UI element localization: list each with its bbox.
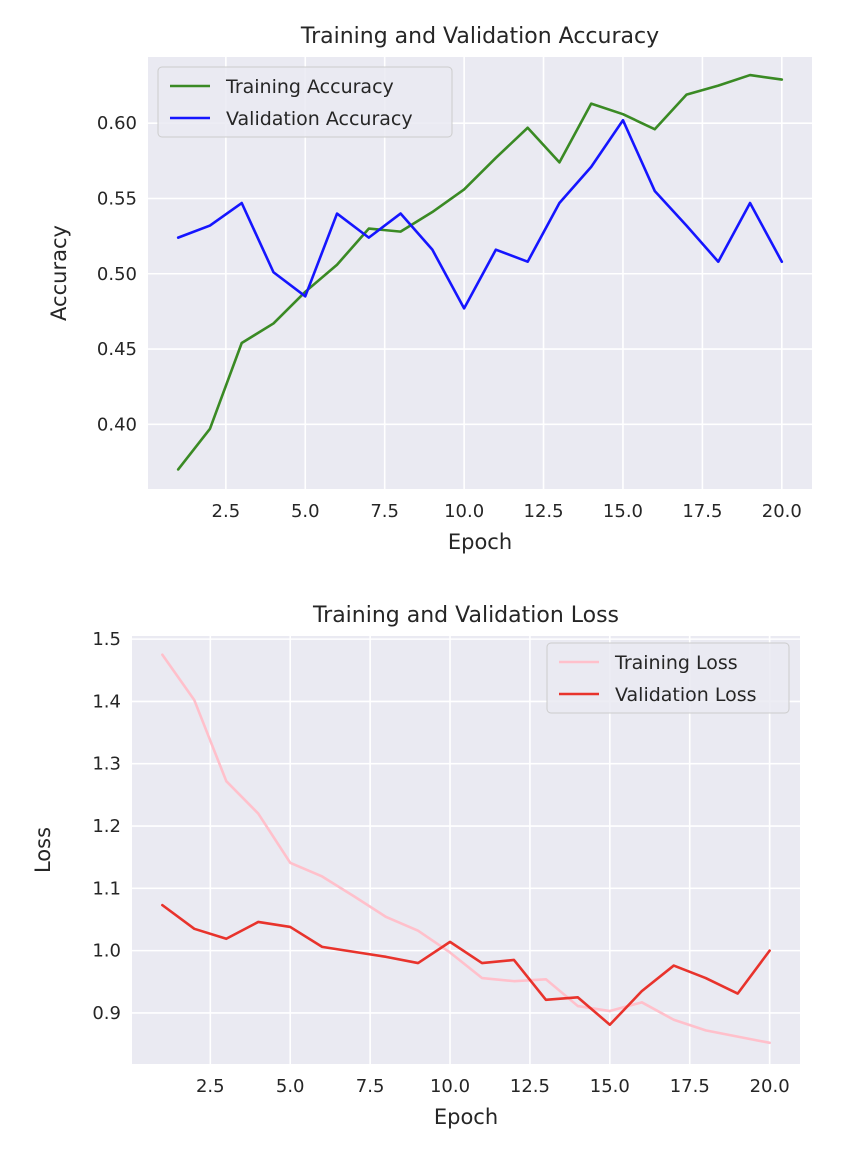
acc-legend-label: Validation Accuracy [226,108,413,130]
loss-legend-label: Validation Loss [615,684,757,706]
loss-x-tick-label: 5.0 [276,1076,305,1097]
loss-x-tick-label: 15.0 [590,1076,630,1097]
acc-y-axis-label: Accuracy [47,225,71,321]
loss-y-tick-label: 1.5 [92,629,121,650]
loss-x-tick-label: 7.5 [356,1076,385,1097]
acc-series-validation-accuracy [176,118,784,310]
loss-legend: Training Loss Validation Loss [546,642,790,714]
loss-y-tick-label: 1.3 [92,754,121,775]
acc-legend-label: Training Accuracy [225,76,394,98]
acc-x-tick-label: 12.5 [524,501,564,522]
loss-y-tick-label: 1.2 [92,816,121,837]
loss-legend-label: Training Loss [614,652,738,674]
acc-legend: Training Accuracy Validation Accuracy [157,66,453,138]
acc-x-tick-label: 20.0 [762,501,802,522]
loss-chart: 2.5 5.0 7.5 10.0 12.5 15.0 17.5 20.0 0.9 1.0 1.1 1.… [31,603,800,1129]
acc-x-tick-label: 10.0 [444,501,484,522]
loss-x-tick-label: 20.0 [750,1076,790,1097]
loss-x-tick-label: 17.5 [670,1076,710,1097]
loss-x-tick-label: 10.0 [430,1076,470,1097]
acc-y-tick-label: 0.60 [97,113,137,134]
loss-y-tick-label: 1.1 [92,878,121,899]
loss-legend-box [546,642,790,714]
acc-x-axis-label: Epoch [448,530,512,554]
loss-y-tick-label: 1.0 [92,941,121,962]
acc-x-tick-label: 5.0 [291,501,320,522]
acc-y-tick-label: 0.40 [97,414,137,435]
acc-x-tick-label: 7.5 [370,501,399,522]
acc-chart-title: Training and Validation Accuracy [300,24,659,49]
acc-y-tick-label: 0.50 [97,264,137,285]
acc-x-tick-label: 17.5 [682,501,722,522]
acc-legend-box [157,66,453,138]
loss-x-axis-label: Epoch [434,1105,498,1129]
acc-series-training-accuracy [176,73,784,471]
acc-y-tick-label: 0.45 [97,339,137,360]
loss-y-tick-label: 0.9 [92,1003,121,1024]
acc-x-tick-label: 15.0 [603,501,643,522]
loss-y-tick-label: 1.4 [92,691,121,712]
loss-series-training-loss [161,653,771,1045]
acc-y-tick-label: 0.55 [97,188,137,209]
loss-series-validation-loss [161,903,771,1027]
loss-x-tick-label: 2.5 [196,1076,225,1097]
loss-x-tick-label: 12.5 [510,1076,550,1097]
loss-y-axis-label: Loss [31,827,55,873]
acc-x-tick-label: 2.5 [212,501,241,522]
accuracy-chart: 2.5 5.0 7.5 10.0 12.5 15.0 17.5 20.0 0.40 0.45 0.5… [47,24,812,554]
loss-chart-title: Training and Validation Loss [312,603,619,628]
